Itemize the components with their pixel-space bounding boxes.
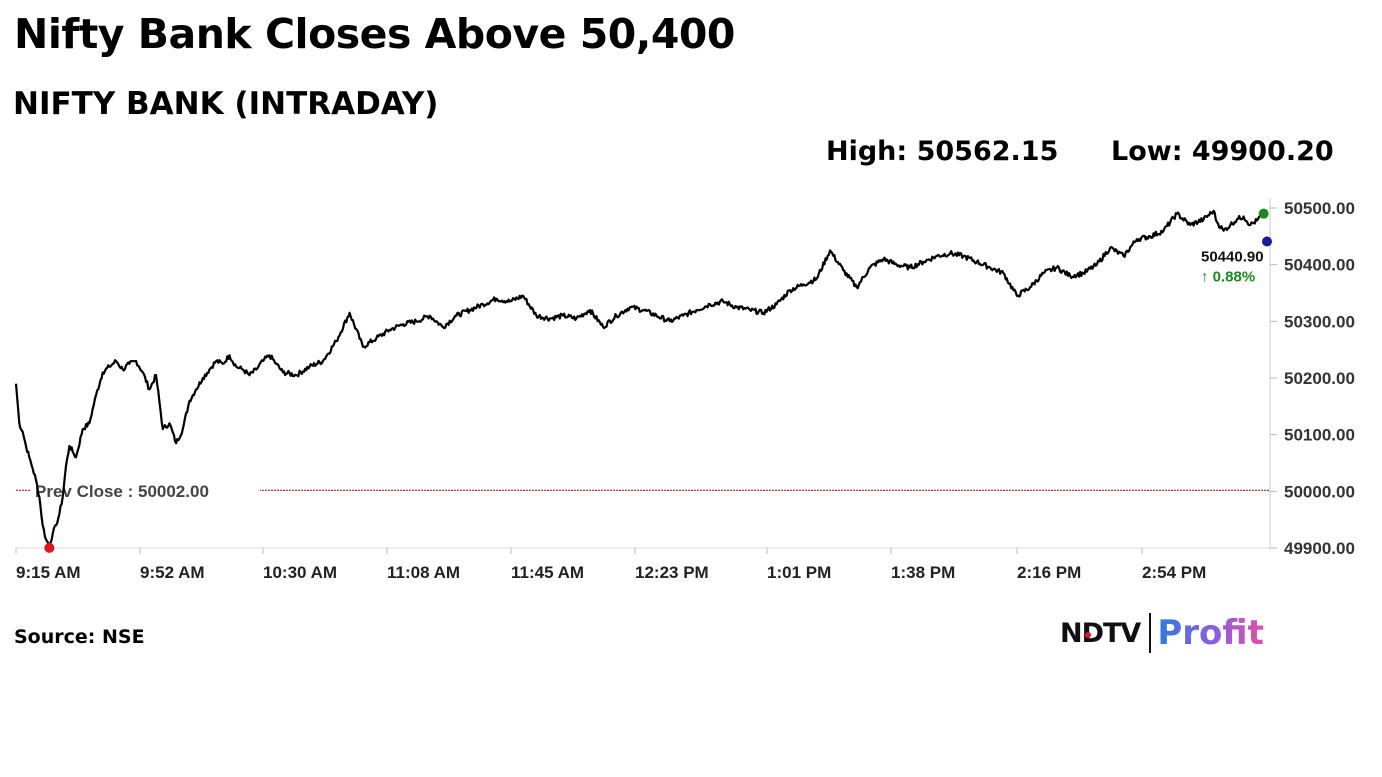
x-tick-label: 2:54 PM	[1142, 563, 1206, 582]
logo-separator	[1149, 613, 1152, 653]
last-marker	[1262, 236, 1272, 247]
prev-close-label-bg	[30, 479, 260, 502]
logo-ndtv-text: NDTV	[1060, 617, 1141, 649]
prev-close: Prev Close : 50002.00	[16, 479, 1270, 502]
y-axis: 50500.00 50400.00 50300.00 50200.00 50100.00…	[1269, 198, 1355, 558]
y-tick-label: 50200.00	[1284, 369, 1355, 388]
y-tick-label: 50400.00	[1284, 256, 1355, 275]
last-change-label: ↑ 0.88%	[1201, 268, 1255, 285]
y-tick-label: 50300.00	[1284, 312, 1355, 331]
low-value: Low: 49900.20	[1111, 136, 1334, 167]
x-tick-label: 9:15 AM	[16, 563, 81, 582]
x-tick-label: 2:16 PM	[1017, 563, 1081, 582]
ndtv-profit-logo: NDTV Profit	[1060, 612, 1264, 654]
logo-profit-text: Profit	[1157, 613, 1264, 653]
chart-subtitle: NIFTY BANK (INTRADAY)	[13, 86, 439, 122]
y-tick-label: 50000.00	[1284, 482, 1355, 501]
x-tick-label: 1:01 PM	[767, 563, 831, 582]
series-line	[14, 209, 1268, 547]
headline: Nifty Bank Closes Above 50,400	[14, 10, 735, 58]
x-tick-label: 11:08 AM	[387, 563, 460, 582]
logo-dot-icon	[1085, 631, 1091, 638]
last-value-label: 50440.90	[1201, 248, 1264, 265]
x-tick-label: 11:45 AM	[511, 563, 584, 582]
x-tick-label: 12:23 PM	[635, 563, 709, 582]
x-tick-label: 1:38 PM	[891, 563, 955, 582]
prev-close-label: Prev Close : 50002.00	[35, 482, 209, 501]
y-tick-label: 50100.00	[1284, 426, 1355, 445]
low-marker	[44, 542, 55, 553]
high-marker	[1258, 208, 1269, 219]
high-value: High: 50562.15	[826, 136, 1059, 167]
y-tick-label: 50500.00	[1284, 199, 1355, 218]
x-tick-label: 10:30 AM	[263, 563, 337, 582]
y-tick-label: 49900.00	[1284, 539, 1355, 558]
x-axis: 9:15 AM 9:52 AM 10:30 AM 11:08 AM 11:45 AM 12…	[15, 547, 1270, 582]
intraday-line-chart: 50500.00 50400.00 50300.00 50200.00 50100.00…	[14, 198, 1355, 582]
x-tick-label: 9:52 AM	[140, 563, 205, 582]
source-note: Source: NSE	[14, 626, 145, 648]
